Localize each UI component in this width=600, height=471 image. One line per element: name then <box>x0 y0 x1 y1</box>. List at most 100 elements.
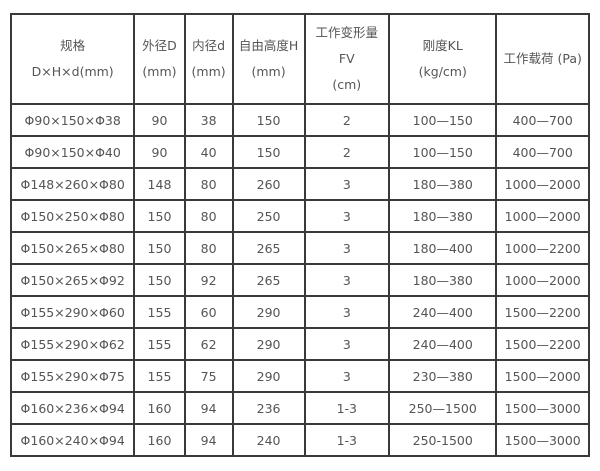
table-cell: 1000—2000 <box>495 167 590 201</box>
table-row: Φ160×240×Φ94 160 94 240 1-3 250-1500 1500—3000 <box>9 423 590 457</box>
table-cell: 160 <box>133 423 186 457</box>
header-text: 工作载荷 (Pa) <box>503 51 582 66</box>
table-cell: 240—400 <box>388 295 498 329</box>
table-cell: 400—700 <box>495 135 590 169</box>
table-cell: 250-1500 <box>388 423 498 457</box>
table-cell: 3 <box>303 231 391 265</box>
table-cell: 290 <box>231 359 306 393</box>
header-text: 工作变形量 <box>315 25 379 40</box>
table-row: Φ150×250×Φ80 150 80 250 3 180—380 1000—2000 <box>9 199 590 233</box>
table-cell: 38 <box>183 103 234 137</box>
table-row: Φ90×150×Φ38 90 38 150 2 100—150 400—700 <box>9 103 590 137</box>
table-cell: 80 <box>183 231 234 265</box>
table-cell: 40 <box>183 135 234 169</box>
table-cell: 180—380 <box>388 167 498 201</box>
table-cell: 1000—2000 <box>495 199 590 233</box>
table-cell: 100—150 <box>388 103 498 137</box>
header-text: 刚度KL <box>422 38 463 53</box>
header-text: (mm) <box>191 64 226 79</box>
table-cell: 180—380 <box>388 199 498 233</box>
table-cell: 1500—2200 <box>495 327 590 361</box>
header-text: (mm) <box>142 64 177 79</box>
header-text: 规格 <box>60 38 86 53</box>
table-cell: 94 <box>183 391 234 425</box>
table-row: Φ155×290×Φ60 155 60 290 3 240—400 1500—2200 <box>9 295 590 329</box>
column-header: 内径d (mm) <box>183 13 234 105</box>
table-cell: 230—380 <box>388 359 498 393</box>
header-text: 外径D <box>142 38 177 53</box>
table-row: Φ155×290×Φ62 155 62 290 3 240—400 1500—2200 <box>9 327 590 361</box>
spec-table: 规格 D×H×d(mm) 外径D (mm) 内径d (mm) 自由高度H (mm) 工作变形量 F… <box>9 13 590 457</box>
table-cell: Φ150×265×Φ92 <box>9 263 136 297</box>
header-text: (cm) <box>332 77 362 92</box>
table-cell: 160 <box>133 391 186 425</box>
table-cell: Φ90×150×Φ38 <box>9 103 136 137</box>
table-cell: Φ150×250×Φ80 <box>9 199 136 233</box>
column-header: 规格 D×H×d(mm) <box>9 13 136 105</box>
column-header: 工作变形量 FV (cm) <box>303 13 391 105</box>
table-cell: 3 <box>303 295 391 329</box>
table-cell: 90 <box>133 103 186 137</box>
table-row: Φ155×290×Φ75 155 75 290 3 230—380 1500—2000 <box>9 359 590 393</box>
table-row: Φ148×260×Φ80 148 80 260 3 180—380 1000—2000 <box>9 167 590 201</box>
table-cell: 92 <box>183 263 234 297</box>
table-row: Φ150×265×Φ80 150 80 265 3 180—400 1000—2200 <box>9 231 590 265</box>
table-cell: 240—400 <box>388 327 498 361</box>
table-cell: 250 <box>231 199 306 233</box>
table-cell: 75 <box>183 359 234 393</box>
table-cell: 155 <box>133 359 186 393</box>
table-cell: 80 <box>183 167 234 201</box>
table-cell: 1500—2200 <box>495 295 590 329</box>
table-cell: 94 <box>183 423 234 457</box>
column-header: 刚度KL (kg/cm) <box>388 13 498 105</box>
header-text: 自由高度H <box>238 38 299 53</box>
column-header: 外径D (mm) <box>133 13 186 105</box>
column-header: 工作载荷 (Pa) <box>495 13 590 105</box>
table-cell: 265 <box>231 263 306 297</box>
table-cell: 3 <box>303 327 391 361</box>
table-cell: 250—1500 <box>388 391 498 425</box>
table-cell: 90 <box>133 135 186 169</box>
table-row: Φ150×265×Φ92 150 92 265 3 180—380 1000—2000 <box>9 263 590 297</box>
table-cell: 3 <box>303 199 391 233</box>
table-cell: Φ90×150×Φ40 <box>9 135 136 169</box>
table-cell: 3 <box>303 263 391 297</box>
table-cell: 1500—3000 <box>495 391 590 425</box>
table-cell: 150 <box>133 263 186 297</box>
column-header: 自由高度H (mm) <box>231 13 306 105</box>
table-cell: 2 <box>303 135 391 169</box>
table-cell: 150 <box>133 199 186 233</box>
table-cell: Φ155×290×Φ60 <box>9 295 136 329</box>
header-row: 规格 D×H×d(mm) 外径D (mm) 内径d (mm) 自由高度H (mm) 工作变形量 F… <box>9 13 590 105</box>
header-text: 内径d <box>192 38 226 53</box>
table-cell: 1500—2000 <box>495 359 590 393</box>
table-cell: 3 <box>303 167 391 201</box>
table-cell: 150 <box>231 135 306 169</box>
table-cell: 1-3 <box>303 423 391 457</box>
table-row: Φ90×150×Φ40 90 40 150 2 100—150 400—700 <box>9 135 590 169</box>
table-cell: 180—380 <box>388 263 498 297</box>
header-text: (kg/cm) <box>418 64 467 79</box>
table-cell: Φ150×265×Φ80 <box>9 231 136 265</box>
table-cell: 236 <box>231 391 306 425</box>
table-cell: 80 <box>183 199 234 233</box>
table-cell: Φ148×260×Φ80 <box>9 167 136 201</box>
header-text: FV <box>338 51 355 66</box>
table-cell: Φ155×290×Φ75 <box>9 359 136 393</box>
table-cell: 150 <box>231 103 306 137</box>
table-cell: 400—700 <box>495 103 590 137</box>
table-cell: 1-3 <box>303 391 391 425</box>
table-row: Φ160×236×Φ94 160 94 236 1-3 250—1500 1500—3000 <box>9 391 590 425</box>
table-cell: 260 <box>231 167 306 201</box>
table-cell: 100—150 <box>388 135 498 169</box>
table-cell: 3 <box>303 359 391 393</box>
header-text: D×H×d(mm) <box>31 64 114 79</box>
table-cell: 1000—2200 <box>495 231 590 265</box>
table-cell: 155 <box>133 327 186 361</box>
table-cell: 62 <box>183 327 234 361</box>
table-cell: 150 <box>133 231 186 265</box>
table-cell: 240 <box>231 423 306 457</box>
table-cell: Φ160×236×Φ94 <box>9 391 136 425</box>
table-cell: 290 <box>231 295 306 329</box>
table-cell: 60 <box>183 295 234 329</box>
